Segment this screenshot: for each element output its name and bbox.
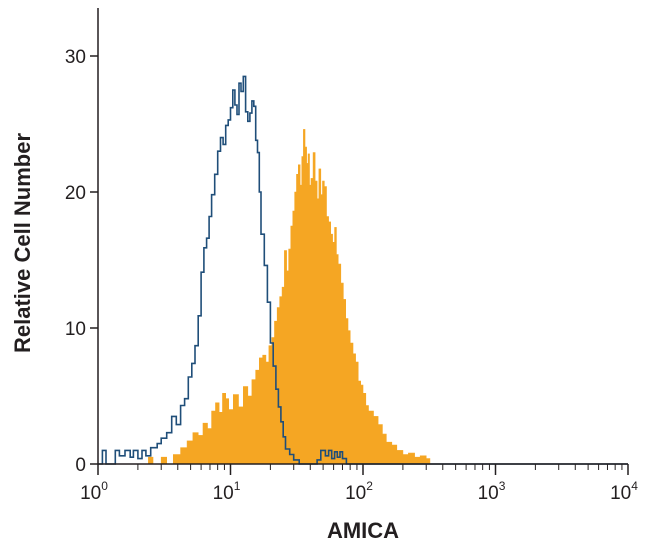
y-axis-title: Relative Cell Number [10, 133, 35, 354]
x-tick-label: 100 [80, 479, 108, 504]
y-tick-label: 0 [75, 455, 86, 476]
histogram-outline-series [98, 75, 628, 465]
histogram-filled-series [143, 129, 431, 465]
y-tick-label: 30 [65, 47, 86, 68]
x-ticks-group: 100 101 102 103 104 [80, 464, 638, 504]
x-tick-label: 103 [478, 479, 506, 504]
y-tick-label: 20 [65, 183, 86, 204]
y-ticks-group: 0 10 20 30 [65, 47, 98, 476]
x-tick-label: 101 [213, 479, 241, 504]
x-tick-label: 104 [610, 479, 638, 504]
x-tick-label: 102 [345, 479, 373, 504]
y-tick-label: 10 [65, 319, 86, 340]
histogram-series-group [98, 75, 628, 465]
x-axis-title: AMICA [327, 518, 399, 543]
